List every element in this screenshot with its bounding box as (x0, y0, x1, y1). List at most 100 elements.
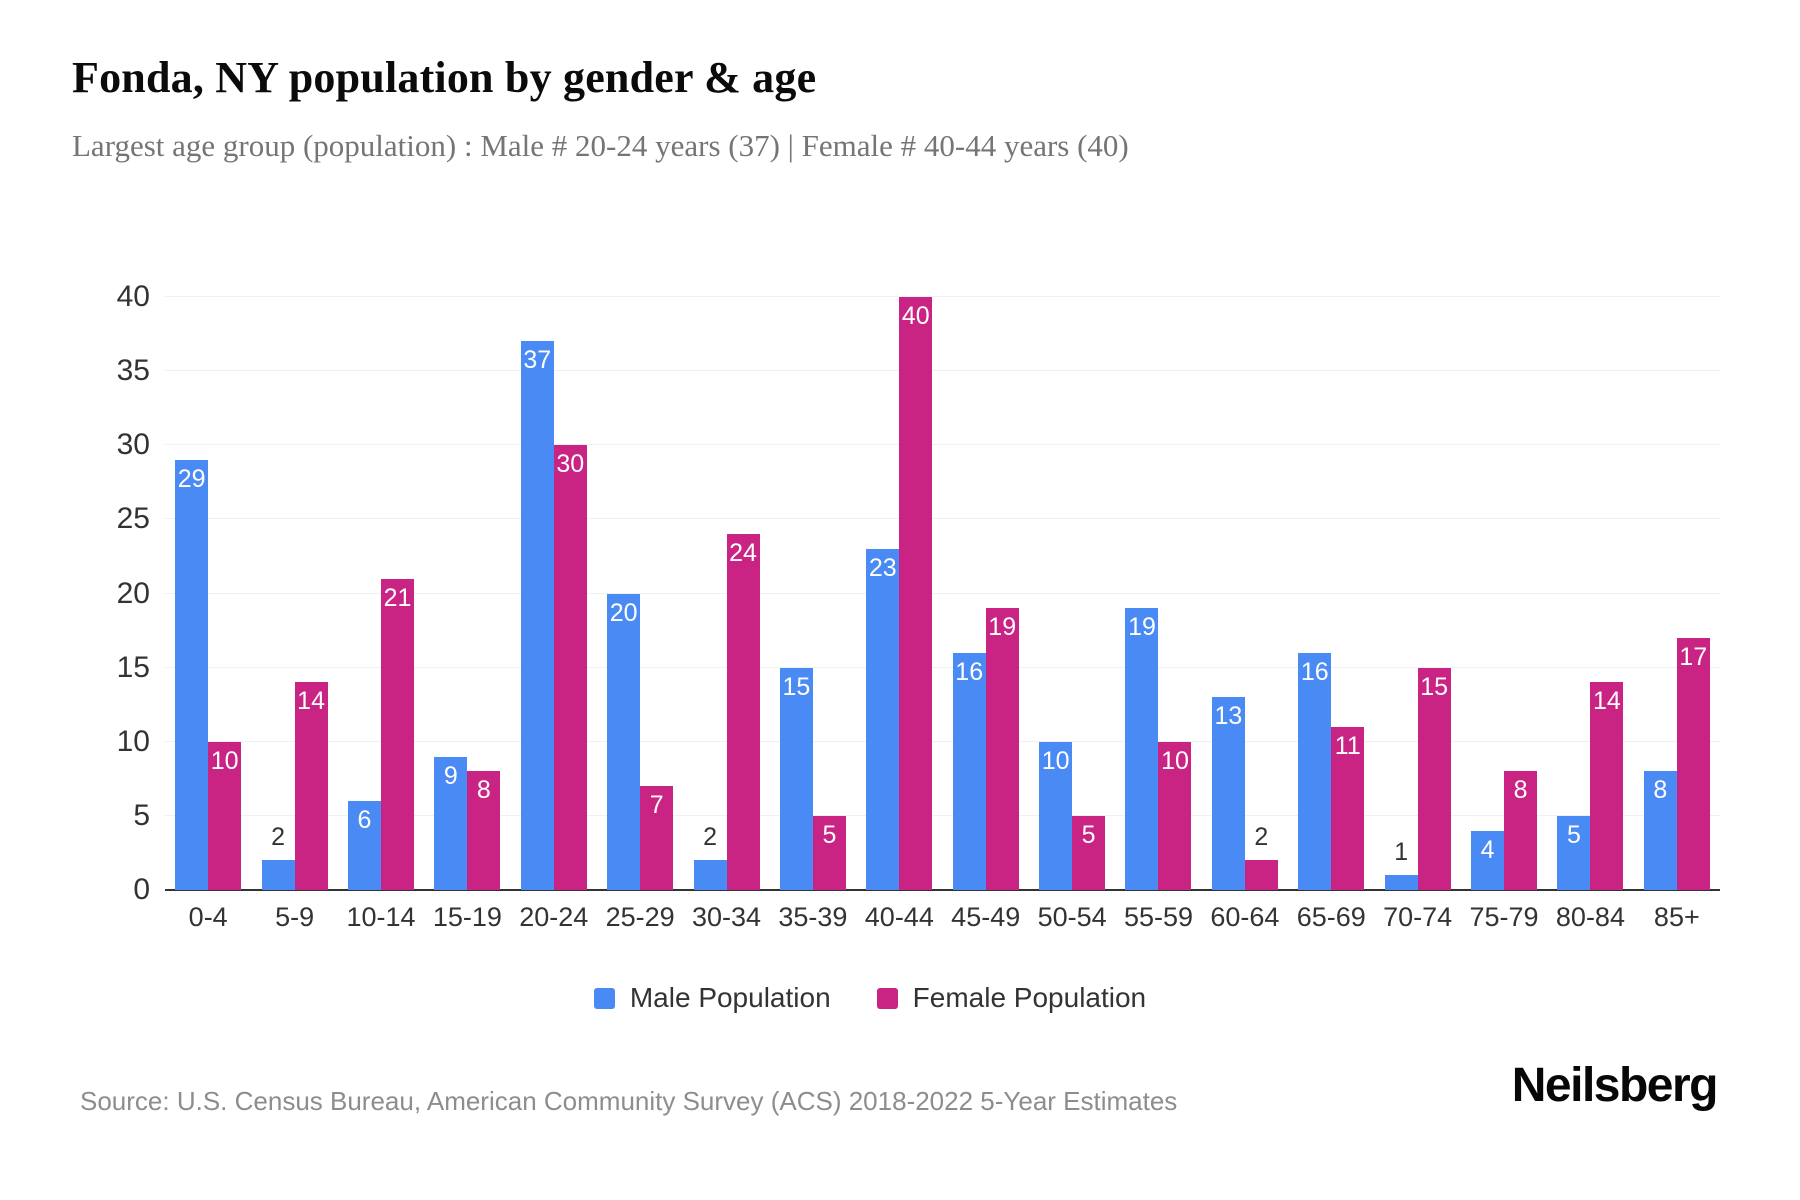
female-bar-75-79[interactable]: 8 (1504, 771, 1538, 890)
female-bar-15-19[interactable]: 8 (467, 771, 501, 890)
bar-value-label: 16 (955, 657, 984, 686)
x-axis-tick-label: 25-29 (605, 902, 675, 932)
gridline (165, 444, 1720, 446)
legend-item-female[interactable]: Female Population (876, 982, 1147, 1014)
bar-value-label: 2 (1254, 823, 1269, 852)
female-bar-60-64[interactable]: 2 (1244, 823, 1278, 890)
x-axis-tick-label: 45-49 (951, 902, 1021, 932)
male-bar-85+[interactable]: 8 (1643, 771, 1677, 890)
bar-value-label: 19 (1128, 613, 1156, 642)
y-axis-tick-label: 30 (116, 428, 150, 462)
bar-value-label: 21 (383, 583, 412, 612)
bar-group-35-39: 15 5 (770, 297, 856, 890)
x-axis-tick-label: 50-54 (1037, 902, 1107, 932)
bar-value-label: 10 (1161, 746, 1189, 775)
male-bar-75-79[interactable]: 4 (1471, 830, 1505, 890)
female-bar-50-54[interactable]: 5 (1072, 815, 1106, 890)
bar-value-label: 13 (1214, 702, 1243, 731)
chart-title: Fonda, NY population by gender & age (72, 53, 817, 102)
x-axis-tick-label: 55-59 (1123, 902, 1194, 932)
bar-value-label: 14 (297, 687, 325, 716)
male-bar-15-19[interactable]: 9 (434, 756, 468, 890)
male-bar-55-59[interactable]: 19 (1125, 608, 1159, 890)
male-bar-65-69[interactable]: 16 (1298, 652, 1332, 890)
bar-group-10-14: 6 21 (338, 297, 424, 890)
bar-group-50-54: 10 5 (1029, 297, 1115, 890)
bar-group-60-64: 13 2 (1202, 297, 1288, 890)
y-axis-tick-label: 5 (133, 798, 150, 832)
bar-value-label: 6 (357, 806, 372, 835)
bar-value-label: 11 (1334, 731, 1361, 760)
y-axis-tick-label: 10 (116, 724, 150, 758)
bar-value-label: 8 (476, 776, 491, 805)
y-axis-tick-label: 20 (116, 576, 150, 610)
x-axis-tick-label: 0-4 (188, 902, 228, 932)
male-legend-swatch-icon (593, 987, 615, 1009)
female-bar-65-69[interactable]: 11 (1331, 726, 1365, 890)
x-axis-tick-label: 85+ (1653, 902, 1700, 932)
legend: Male Population Female Population (0, 982, 1740, 1014)
bars-container: 29 10 2 14 6 21 9 8 37 30 20 7 2 24 15 5 23 40 16 19 10 5 19 10… (165, 297, 1720, 890)
bar-group-85+: 8 17 (1634, 297, 1720, 890)
legend-label-female: Female Population (912, 982, 1147, 1013)
female-bar-25-29[interactable]: 7 (640, 786, 674, 890)
male-bar-50-54[interactable]: 10 (1039, 741, 1073, 890)
gridline (165, 592, 1720, 594)
bar-value-label: 5 (1081, 820, 1096, 849)
x-axis-tick-label: 15-19 (432, 902, 502, 932)
bar-value-label: 8 (1653, 776, 1668, 805)
bar-value-label: 37 (523, 346, 552, 375)
bar-group-20-24: 37 30 (511, 297, 597, 890)
male-bar-10-14[interactable]: 6 (347, 801, 381, 890)
chart-subtitle: Largest age group (population) : Male # … (72, 128, 1129, 163)
bar-value-label: 1 (1394, 838, 1409, 867)
gridline (165, 370, 1720, 372)
male-bar-25-29[interactable]: 20 (607, 593, 641, 890)
female-bar-80-84[interactable]: 14 (1590, 682, 1624, 890)
female-bar-40-44[interactable]: 40 (899, 297, 933, 890)
bar-group-0-4: 29 10 (165, 297, 251, 890)
bar-group-5-9: 2 14 (251, 297, 337, 890)
female-bar-10-14[interactable]: 21 (380, 578, 414, 890)
bar-group-30-34: 2 24 (683, 297, 769, 890)
bar-group-40-44: 23 40 (856, 297, 942, 890)
female-bar-5-9[interactable]: 14 (294, 682, 328, 890)
male-bar-80-84[interactable]: 5 (1557, 815, 1591, 890)
female-bar-55-59[interactable]: 10 (1158, 741, 1192, 890)
x-axis-tick-label: 40-44 (864, 902, 934, 932)
x-axis-tick-label: 75-79 (1469, 902, 1539, 932)
male-bar-60-64[interactable]: 13 (1211, 697, 1245, 890)
bar-value-label: 23 (868, 554, 897, 583)
legend-item-male[interactable]: Male Population (593, 982, 831, 1014)
x-axis-tick-label: 10-14 (346, 902, 416, 932)
gridline (165, 814, 1720, 816)
bar-group-65-69: 16 11 (1288, 297, 1374, 890)
female-bar-30-34[interactable]: 24 (726, 534, 760, 890)
x-axis-line (165, 889, 1720, 891)
male-bar-5-9[interactable]: 2 (261, 823, 295, 890)
male-bar-20-24[interactable]: 37 (520, 341, 554, 890)
y-axis-tick-label: 15 (116, 650, 150, 684)
female-bar-70-74[interactable]: 15 (1417, 667, 1451, 890)
x-axis-tick-label: 5-9 (275, 902, 315, 932)
female-bar-45-49[interactable]: 19 (985, 608, 1019, 890)
female-bar-20-24[interactable]: 30 (553, 445, 587, 890)
male-bar-30-34[interactable]: 2 (693, 823, 727, 890)
bar-group-80-84: 5 14 (1547, 297, 1633, 890)
male-bar-40-44[interactable]: 23 (866, 549, 900, 890)
female-bar-0-4[interactable]: 10 (208, 741, 242, 890)
female-bar-35-39[interactable]: 5 (812, 815, 846, 890)
bar-value-label: 14 (1593, 687, 1621, 716)
bar-group-45-49: 16 19 (943, 297, 1029, 890)
bar-value-label: 10 (1041, 746, 1070, 775)
y-axis: 0 5 10 15 20 25 30 35 40 (55, 280, 150, 906)
male-bar-70-74[interactable]: 1 (1384, 838, 1418, 890)
male-bar-35-39[interactable]: 15 (779, 667, 813, 890)
x-axis-tick-label: 60-64 (1210, 902, 1280, 932)
male-bar-0-4[interactable]: 29 (175, 460, 209, 890)
male-bar-45-49[interactable]: 16 (952, 652, 986, 890)
bar-value-label: 20 (609, 598, 638, 627)
bar-value-label: 15 (1420, 672, 1449, 701)
female-bar-85+[interactable]: 17 (1676, 637, 1710, 890)
